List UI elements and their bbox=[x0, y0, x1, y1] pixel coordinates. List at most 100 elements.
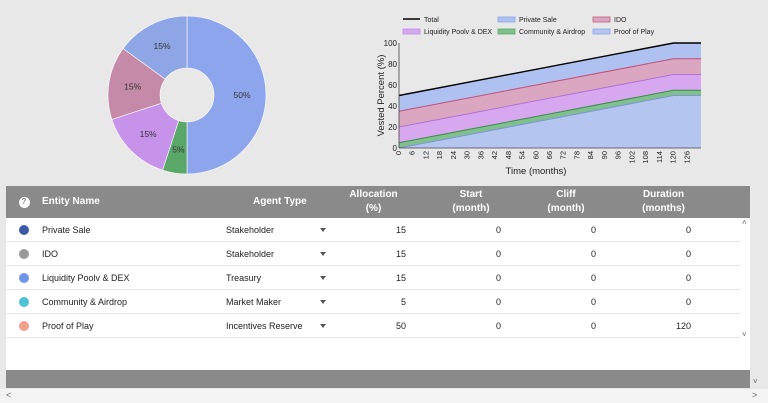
entity-name-cell[interactable]: Liquidity Poolv & DEX bbox=[42, 273, 130, 283]
x-tick-label: 84 bbox=[586, 151, 595, 159]
scroll-down-icon[interactable]: ˅ bbox=[742, 330, 747, 339]
legend-swatch bbox=[402, 28, 421, 35]
start-cell[interactable]: 0 bbox=[495, 273, 501, 283]
duration-cell[interactable]: 120 bbox=[675, 321, 691, 331]
allocation-cell[interactable]: 15 bbox=[395, 249, 406, 259]
cliff-cell[interactable]: 0 bbox=[590, 321, 596, 331]
caret-down-icon[interactable] bbox=[320, 276, 326, 280]
header-duration-line1: Duration bbox=[642, 189, 685, 200]
duration-cell[interactable]: 0 bbox=[685, 273, 691, 283]
legend-label: Private Sale bbox=[519, 17, 557, 24]
agent-type-value: Market Maker bbox=[226, 297, 282, 307]
help-header[interactable]: ? bbox=[14, 186, 34, 218]
page-scroll-down-icon[interactable]: ˅ bbox=[753, 377, 758, 386]
table-row: Proof of Play Incentives Reserve 50 0 0 … bbox=[6, 314, 740, 338]
cliff-cell[interactable]: 0 bbox=[590, 249, 596, 259]
x-tick-label: 54 bbox=[518, 151, 527, 159]
agent-type-select[interactable]: Stakeholder bbox=[226, 218, 326, 242]
entity-name-cell[interactable]: Private Sale bbox=[42, 225, 91, 235]
entity-name-cell[interactable]: IDO bbox=[42, 249, 59, 259]
caret-down-icon[interactable] bbox=[320, 252, 326, 256]
x-tick-label: 36 bbox=[476, 151, 485, 159]
legend-swatch bbox=[497, 28, 516, 35]
caret-down-icon[interactable] bbox=[320, 324, 326, 328]
start-cell[interactable]: 0 bbox=[495, 249, 501, 259]
x-tick-label: 66 bbox=[545, 151, 554, 159]
x-tick-label: 72 bbox=[559, 151, 568, 159]
entity-name-cell[interactable]: Community & Airdrop bbox=[42, 297, 128, 307]
entity-color-dot[interactable] bbox=[19, 297, 29, 307]
x-tick-label: 114 bbox=[655, 151, 664, 163]
agent-type-select[interactable]: Incentives Reserve bbox=[226, 314, 326, 338]
x-tick-label: 102 bbox=[627, 151, 636, 164]
table-vertical-scrollbar[interactable]: ˄ ˅ bbox=[742, 218, 750, 342]
entity-name-cell[interactable]: Proof of Play bbox=[42, 321, 94, 331]
table-row: Community & Airdrop Market Maker 5 0 0 0 bbox=[6, 290, 740, 314]
legend-item-total[interactable]: Total bbox=[403, 17, 439, 24]
allocation-pie-chart: 50% 5% 15% 15% 15% bbox=[107, 15, 267, 175]
header-allocation-line2: (%) bbox=[365, 203, 382, 214]
x-axis-label: Time (months) bbox=[506, 166, 567, 177]
allocation-cell[interactable]: 5 bbox=[400, 297, 406, 307]
agent-type-select[interactable]: Treasury bbox=[226, 266, 326, 290]
x-tick-label: 42 bbox=[490, 151, 499, 159]
allocation-cell[interactable]: 50 bbox=[395, 321, 406, 331]
cliff-cell[interactable]: 0 bbox=[590, 297, 596, 307]
legend-item-private-sale[interactable]: Private Sale bbox=[497, 16, 557, 24]
y-tick-label: 40 bbox=[388, 102, 397, 111]
cliff-cell[interactable]: 0 bbox=[590, 225, 596, 235]
vesting-area-chart: 0 20 40 60 80 100 0 6 12 18 24 30 36 42 48 54 60 66 72 78 84… bbox=[376, 16, 701, 177]
horizontal-scrollbar[interactable]: < > bbox=[0, 389, 768, 403]
caret-down-icon[interactable] bbox=[320, 300, 326, 304]
pie-slice-ido bbox=[107, 48, 166, 120]
legend-item-ido[interactable]: IDO bbox=[592, 16, 627, 24]
x-tick-label: 78 bbox=[572, 151, 581, 159]
x-tick-label: 60 bbox=[531, 151, 540, 159]
start-cell[interactable]: 0 bbox=[495, 321, 501, 331]
start-cell[interactable]: 0 bbox=[495, 297, 501, 307]
x-tick-label: 108 bbox=[641, 151, 650, 164]
agent-type-select[interactable]: Stakeholder bbox=[226, 242, 326, 266]
y-tick-label: 60 bbox=[388, 81, 397, 90]
scroll-right-icon[interactable]: > bbox=[752, 390, 758, 400]
y-tick-label: 20 bbox=[388, 123, 397, 132]
header-cliff-line2: (month) bbox=[547, 203, 585, 214]
line-community-airdrop bbox=[398, 89, 701, 144]
scroll-up-icon[interactable]: ˄ bbox=[742, 218, 747, 227]
header-allocation: Allocation (%) bbox=[336, 186, 411, 218]
y-tick-label: 100 bbox=[384, 39, 398, 48]
line-ido bbox=[398, 58, 701, 112]
legend-item-liquidity-poolv-dex[interactable]: Liquidity Poolv & DEX bbox=[402, 28, 492, 36]
entity-color-dot[interactable] bbox=[19, 321, 29, 331]
y-tick-label: 0 bbox=[393, 144, 398, 153]
duration-cell[interactable]: 0 bbox=[685, 225, 691, 235]
allocation-cell[interactable]: 15 bbox=[395, 225, 406, 235]
duration-cell[interactable]: 0 bbox=[685, 297, 691, 307]
scroll-left-icon[interactable]: < bbox=[6, 390, 12, 400]
entity-color-dot[interactable] bbox=[19, 249, 29, 259]
x-tick-label: 126 bbox=[682, 151, 691, 164]
x-tick-label: 12 bbox=[421, 151, 430, 159]
table-row: Liquidity Poolv & DEX Treasury 15 0 0 0 bbox=[6, 266, 740, 290]
y-tick-label: 80 bbox=[388, 60, 397, 69]
header-cliff: Cliff (month) bbox=[526, 186, 606, 218]
pie-slice-label: 15% bbox=[154, 41, 171, 51]
legend-item-proof-of-play[interactable]: Proof of Play bbox=[592, 28, 655, 36]
help-icon[interactable]: ? bbox=[18, 196, 30, 208]
x-tick-label: 24 bbox=[449, 151, 458, 159]
pie-slice-label: 15% bbox=[140, 129, 157, 139]
entity-color-dot[interactable] bbox=[19, 225, 29, 235]
line-liquidity-poolv-dex bbox=[398, 74, 701, 128]
start-cell[interactable]: 0 bbox=[495, 225, 501, 235]
agent-type-select[interactable]: Market Maker bbox=[226, 290, 326, 314]
line-total bbox=[398, 42, 701, 97]
duration-cell[interactable]: 0 bbox=[685, 249, 691, 259]
table-row: IDO Stakeholder 15 0 0 0 bbox=[6, 242, 740, 266]
caret-down-icon[interactable] bbox=[320, 228, 326, 232]
allocation-cell[interactable]: 15 bbox=[395, 273, 406, 283]
table-header: ? Entity Name Agent Type Allocation (%) S… bbox=[6, 186, 750, 218]
cliff-cell[interactable]: 0 bbox=[590, 273, 596, 283]
table-body: Private Sale Stakeholder 15 0 0 0 IDO St… bbox=[6, 218, 740, 338]
entity-color-dot[interactable] bbox=[19, 273, 29, 283]
legend-item-community-airdrop[interactable]: Community & Airdrop bbox=[497, 28, 585, 36]
